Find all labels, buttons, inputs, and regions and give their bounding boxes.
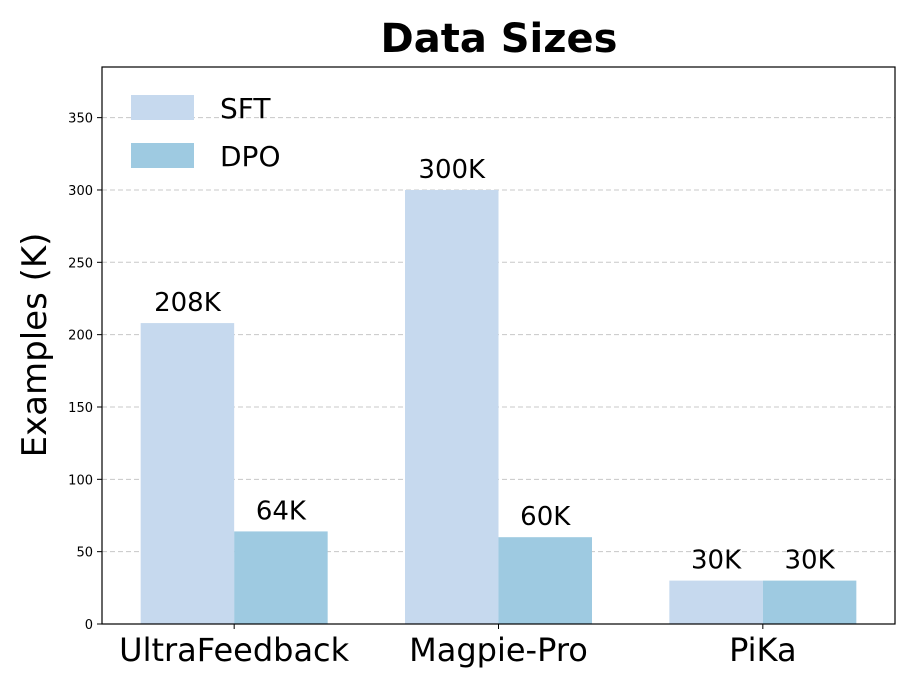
bar-sft	[405, 189, 499, 624]
y-tick-label: 150	[68, 401, 93, 416]
bars	[140, 189, 857, 624]
legend-label-sft: SFT	[220, 92, 271, 125]
bar-value-label: 208K	[154, 288, 222, 318]
y-tick-label: 350	[68, 112, 93, 127]
bar-value-label: 30K	[691, 546, 742, 576]
bar-sft	[669, 580, 763, 624]
bar-value-label: 300K	[418, 155, 486, 185]
x-axis-ticks: UltraFeedback Magpie-Pro PiKa	[119, 624, 797, 669]
bar-value-label: 64K	[256, 496, 307, 526]
x-tick-label: PiKa	[729, 631, 797, 669]
bar-sft	[140, 323, 235, 624]
bar-dpo	[762, 580, 857, 624]
y-tick-label: 100	[68, 473, 93, 488]
bar-dpo	[498, 537, 592, 624]
bar-value-label: 60K	[520, 502, 571, 532]
bar-value-label: 30K	[785, 546, 836, 576]
y-axis-ticks: 0 50 100 150 200 250 300 350	[68, 112, 102, 633]
y-tick-label: 0	[85, 618, 93, 633]
x-tick-label: UltraFeedback	[119, 631, 349, 669]
legend-swatch-dpo	[131, 143, 194, 168]
legend-swatch-sft	[131, 95, 194, 120]
y-tick-label: 200	[68, 329, 93, 344]
legend-label-dpo: DPO	[220, 140, 280, 173]
y-tick-label: 50	[76, 546, 93, 561]
y-axis-label: Examples (K)	[15, 233, 55, 458]
legend: SFT DPO	[131, 92, 280, 173]
y-tick-label: 300	[68, 184, 93, 199]
bar-dpo	[234, 531, 328, 624]
bar-value-labels: 208K 64K 300K 60K 30K 30K	[154, 155, 836, 576]
y-tick-label: 250	[68, 256, 93, 271]
x-tick-label: Magpie-Pro	[409, 631, 588, 669]
chart-title: Data Sizes	[381, 16, 618, 62]
